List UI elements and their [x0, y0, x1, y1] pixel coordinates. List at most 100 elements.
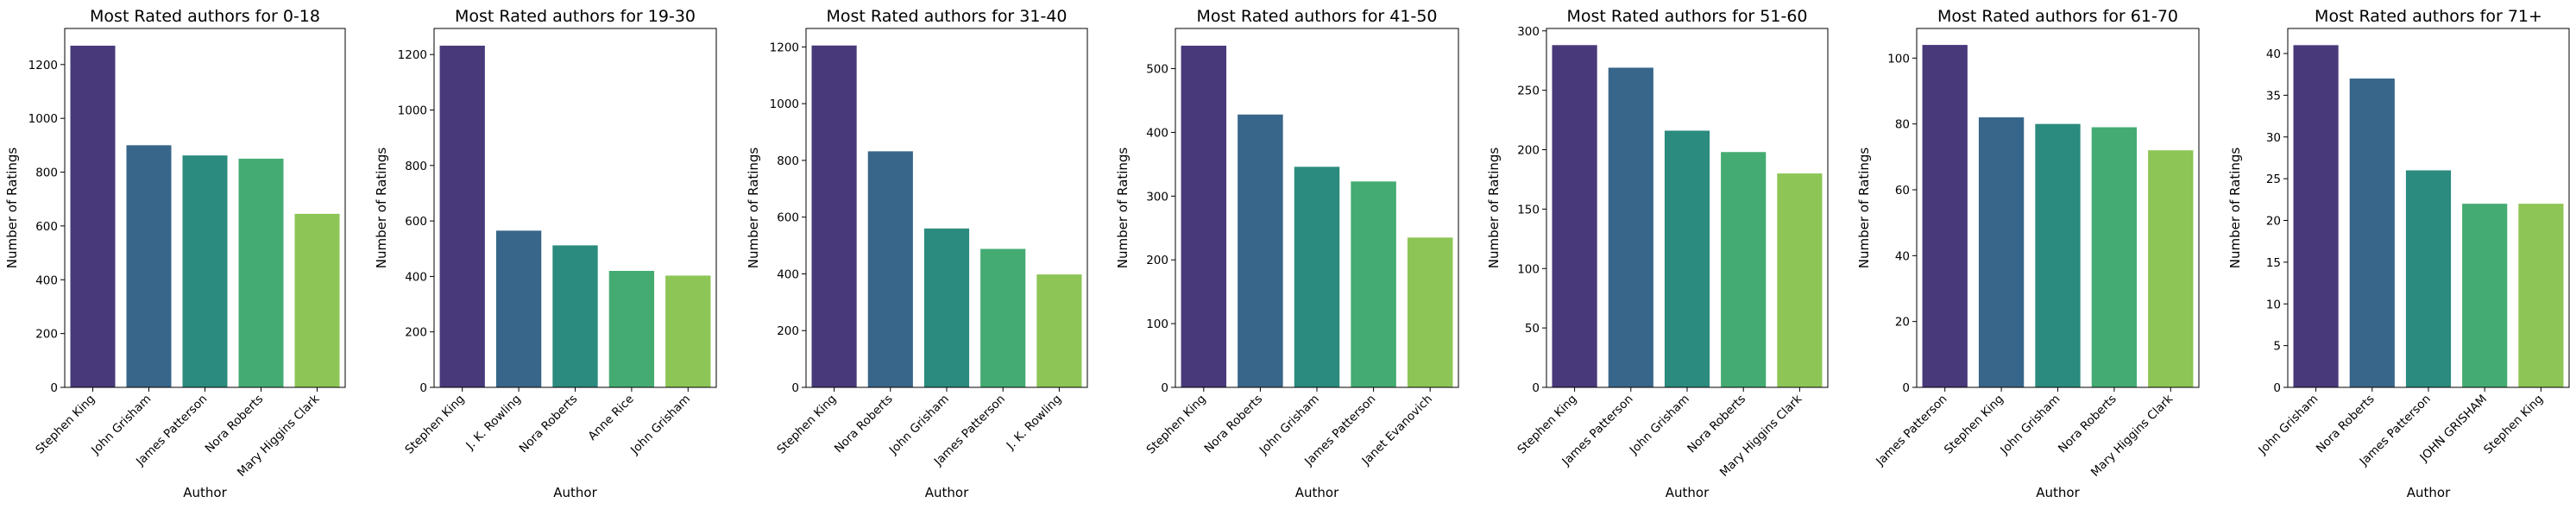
y-tick-label: 25 [2266, 173, 2281, 186]
y-axis-label: Number of Ratings [4, 148, 20, 269]
y-tick-label: 40 [2266, 47, 2281, 61]
axes-frame [805, 28, 1088, 388]
y-tick-label: 200 [777, 324, 799, 338]
bar [495, 230, 542, 387]
x-axis-label: Author [553, 485, 597, 500]
bar [439, 45, 485, 387]
y-tick-label: 100 [1146, 317, 1168, 331]
bar [665, 275, 711, 387]
y-tick-label: 100 [1517, 262, 1540, 276]
chart-title: Most Rated authors for 41-50 [1197, 7, 1438, 26]
bar [867, 151, 913, 387]
y-tick-label: 400 [405, 270, 427, 284]
bar [1181, 45, 1227, 388]
y-tick-label: 60 [1895, 184, 1910, 198]
y-tick-label: 200 [35, 328, 58, 342]
x-axis-label: Author [925, 485, 969, 500]
bar [1552, 45, 1597, 388]
x-tick-label: J. K. Rowling [463, 393, 524, 454]
axes-frame [1175, 28, 1459, 388]
bar [238, 158, 284, 387]
x-tick-label: Nora Roberts [1202, 393, 1266, 456]
y-axis-label: Number of Ratings [1115, 148, 1131, 269]
y-tick-label: 400 [1146, 126, 1168, 140]
bar [126, 145, 172, 387]
chart-title: Most Rated authors for 19-30 [455, 7, 696, 26]
y-tick-label: 800 [777, 154, 799, 168]
chart-panel-7: Most Rated authors for 71+ John GrishamNo… [2227, 7, 2570, 500]
bar [1238, 114, 1283, 387]
y-axis-label: Number of Ratings [1486, 148, 1502, 269]
bar [1407, 237, 1453, 387]
y-axis-label: Number of Ratings [374, 148, 389, 269]
axes-frame [2287, 28, 2570, 388]
chart-title: Most Rated authors for 31-40 [827, 7, 1068, 26]
bar [608, 270, 655, 387]
y-tick-label: 35 [2266, 89, 2281, 103]
y-tick-label: 600 [405, 215, 427, 229]
y-tick-label: 400 [35, 273, 58, 287]
y-tick-label: 100 [1887, 52, 1910, 66]
bar [2405, 170, 2452, 387]
y-tick-label: 1000 [770, 97, 799, 111]
x-tick-label: Nora Roberts [1685, 393, 1748, 456]
x-tick-label: John Grisham [1627, 393, 1692, 458]
y-tick-label: 10 [2266, 298, 2281, 311]
x-tick-label: Stephen King [1942, 393, 2006, 457]
y-tick-label: 500 [1146, 63, 1168, 77]
y-tick-label: 250 [1517, 85, 1540, 98]
chart-title: Most Rated authors for 51-60 [1567, 7, 1808, 26]
bar [2518, 204, 2564, 387]
bar [1608, 67, 1653, 387]
bar [1664, 130, 1710, 388]
axes-frame [433, 28, 717, 388]
y-tick-label: 15 [2266, 256, 2281, 270]
x-tick-label: Nora Roberts [2314, 393, 2378, 456]
y-tick-label: 600 [35, 220, 58, 234]
bar [294, 213, 340, 387]
y-tick-label: 150 [1517, 203, 1540, 217]
y-tick-label: 200 [405, 326, 427, 340]
x-tick-label: Nora Roberts [517, 393, 581, 456]
y-tick-label: 200 [1146, 254, 1168, 267]
bar [2293, 45, 2339, 387]
x-axis-label: Author [2407, 485, 2451, 500]
x-tick-label: John Grisham [627, 393, 693, 458]
x-tick-label: Stephen King [1144, 393, 1209, 457]
x-axis-label: Author [1295, 485, 1339, 500]
x-tick-label: Nora Roberts [832, 393, 896, 456]
y-tick-label: 80 [1895, 118, 1910, 132]
y-tick-label: 0 [1532, 381, 1540, 395]
y-tick-label: 600 [777, 211, 799, 225]
chart-panel-3: Most Rated authors for 31-40 Stephen King… [746, 7, 1088, 500]
y-tick-label: 1000 [28, 112, 58, 126]
axes-frame [1916, 28, 2200, 388]
y-tick-label: 1200 [770, 41, 799, 54]
y-tick-label: 400 [777, 267, 799, 281]
y-tick-label: 0 [1161, 381, 1168, 395]
bar [923, 228, 970, 387]
bar [1777, 173, 1823, 387]
x-tick-label: Nora Roberts [203, 393, 267, 456]
bar [552, 245, 598, 387]
x-tick-label: Nora Roberts [2056, 393, 2119, 456]
y-tick-label: 0 [50, 381, 58, 395]
y-tick-label: 200 [1517, 144, 1540, 158]
bar [1036, 274, 1082, 387]
bar [811, 45, 857, 387]
x-axis-label: Author [2036, 485, 2080, 500]
x-tick-label: John Grisham [1997, 393, 2063, 458]
bar [70, 45, 116, 388]
axes-frame [64, 28, 346, 388]
x-tick-label: John Grisham [2255, 393, 2321, 458]
y-tick-label: 1000 [398, 104, 427, 118]
chart-title: Most Rated authors for 61-70 [1937, 7, 2178, 26]
y-tick-label: 40 [1895, 249, 1910, 263]
x-tick-label: Stephen King [774, 393, 839, 457]
chart-panel-2: Most Rated authors for 19-30 Stephen King… [374, 7, 717, 500]
chart-title: Most Rated authors for 0-18 [90, 7, 320, 26]
y-tick-label: 300 [1517, 25, 1540, 39]
y-tick-label: 1200 [398, 48, 427, 62]
